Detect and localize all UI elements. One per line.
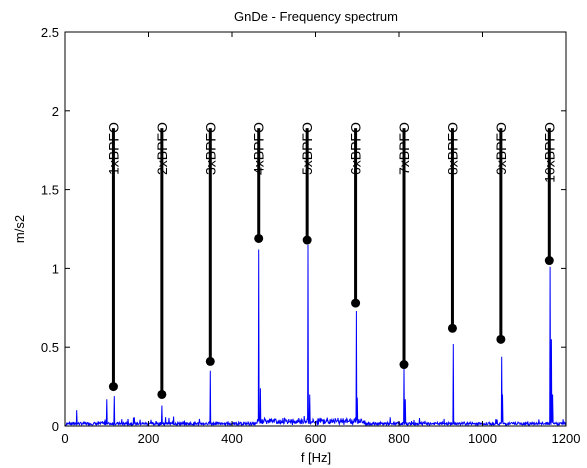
x-tick-label: 1200 [552,431,581,446]
harmonic-marker-dot [544,256,554,266]
x-axis-label: f [Hz] [301,450,331,465]
y-tick-label: 0.5 [41,340,59,355]
harmonic-marker-dot [496,334,506,344]
x-tick-label: 800 [388,431,410,446]
harmonic-marker-label: 5xBPFO [299,122,315,175]
harmonic-marker-label: 3xBPFO [202,122,218,175]
harmonic-marker-dot [205,356,215,366]
x-tick-label: 1000 [468,431,497,446]
y-tick-label: 2 [52,104,59,119]
y-tick-label: 0 [52,419,59,434]
x-tick-label: 600 [305,431,327,446]
harmonic-marker-dot [399,360,409,370]
y-tick-label: 2.5 [41,25,59,40]
y-axis-label: m/s2 [12,215,27,243]
x-tick-label: 200 [138,431,160,446]
harmonic-marker-dot [351,298,361,308]
harmonic-marker-dot [447,323,457,333]
y-tick-label: 1.5 [41,183,59,198]
harmonic-marker-label: 2xBPFO [154,122,170,175]
harmonic-marker-dot [108,382,118,392]
harmonic-marker-label: 6xBPFO [348,122,364,175]
harmonic-marker-label: 8xBPFO [444,122,460,175]
spectrum-series [65,244,567,427]
y-tick-label: 1 [52,261,59,276]
harmonic-marker-label: 10xBPFO [541,122,557,183]
harmonic-marker-label: 7xBPFO [396,122,412,175]
harmonic-marker-label: 4xBPFO [251,122,267,175]
x-tick-label: 400 [221,431,243,446]
harmonic-marker-dot [254,233,264,243]
harmonic-marker-label: 9xBPFO [493,122,509,175]
x-tick-label: 0 [61,431,68,446]
harmonic-marker-label: 1xBPFO [105,122,121,175]
plot-area [64,31,567,427]
harmonic-marker-dot [157,389,167,399]
harmonic-marker-dot [302,235,312,245]
chart-title: GnDe - Frequency spectrum [234,9,398,24]
